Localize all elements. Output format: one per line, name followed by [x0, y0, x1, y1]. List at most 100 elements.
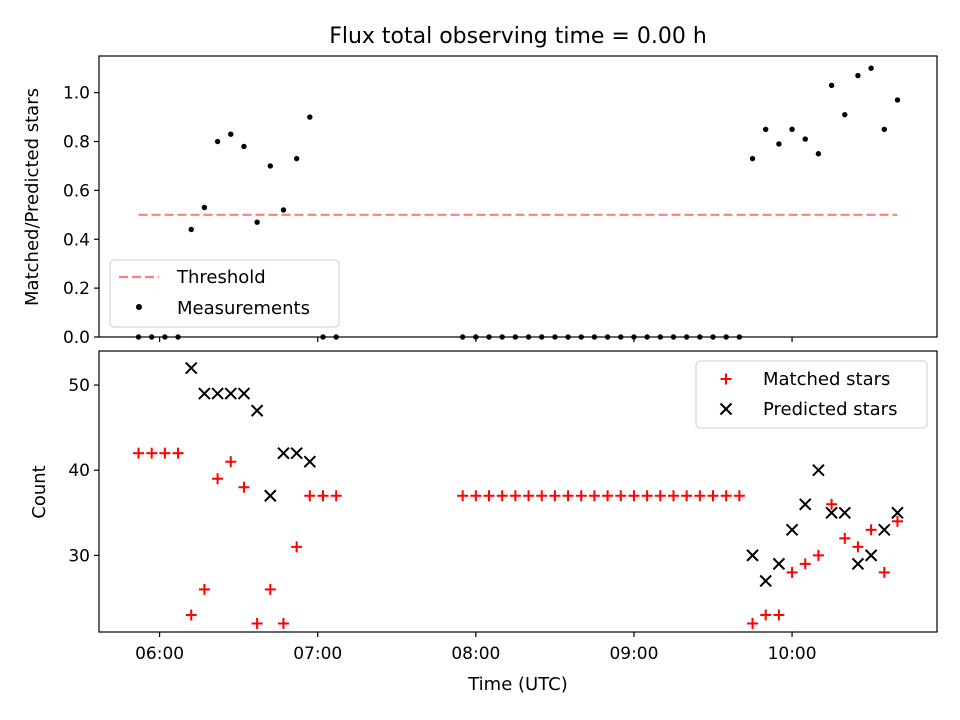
predicted-star-point-b	[198, 387, 211, 400]
predicted-star-point-b	[785, 523, 799, 537]
legend-measurements-swatch	[136, 304, 142, 310]
predicted-star-point	[185, 361, 198, 375]
matched-star-point	[172, 447, 184, 459]
predicted-star-point	[211, 387, 224, 400]
matched-star-point	[602, 490, 614, 502]
matched-star-point	[549, 490, 561, 502]
predicted-star-point-b	[759, 574, 772, 588]
matched-star-point	[523, 490, 535, 502]
matched-star-point	[185, 609, 197, 621]
measurement-point	[828, 82, 835, 89]
predicted-star-point	[864, 549, 878, 562]
predicted-star-point-b	[851, 557, 865, 571]
measurement-point	[815, 151, 822, 157]
count-x-tick-label: 08:00	[451, 644, 500, 664]
matched-star-point	[720, 490, 732, 502]
predicted-star-point	[825, 506, 838, 519]
matched-star-point	[146, 447, 158, 459]
predicted-star-point	[891, 506, 904, 519]
matched-star-point	[483, 490, 495, 502]
predicted-star-point-b	[211, 387, 224, 400]
matched-star-point	[212, 473, 224, 485]
count-x-tick-label: 09:00	[609, 644, 658, 664]
matched-star-point	[667, 490, 679, 502]
measurement-point	[228, 131, 234, 137]
predicted-star-point	[198, 387, 211, 400]
matched-star-point	[457, 490, 469, 502]
matched-star-point	[536, 490, 548, 502]
ratio-legend: Threshold Measurements	[109, 259, 340, 328]
matched-star-point	[562, 490, 574, 502]
predicted-star-point	[785, 523, 799, 537]
measurement-point	[776, 141, 782, 147]
ratio-panel: Flux total observing time = 0.00 h Match…	[22, 24, 938, 348]
matched-star-point	[470, 490, 482, 502]
count-axes-frame	[98, 350, 938, 633]
ratio-y-tick-label: 0.8	[63, 133, 90, 153]
matched-star-point	[133, 447, 145, 459]
matched-star-point	[225, 456, 237, 468]
measurement-points	[135, 65, 901, 340]
legend-predicted-swatch	[719, 402, 733, 416]
matched-star-point	[251, 617, 263, 629]
measurement-point	[881, 126, 887, 133]
matched-star-point	[786, 566, 798, 578]
matched-star-point	[238, 481, 250, 493]
ratio-legend-box	[109, 259, 340, 328]
predicted-star-point-b	[838, 506, 851, 519]
count-points	[133, 361, 904, 629]
matched-star-point	[826, 498, 838, 510]
measurement-point	[267, 163, 273, 169]
predicted-star-point-b	[224, 387, 237, 400]
matched-star-point	[575, 490, 587, 502]
predicted-star-point	[224, 387, 237, 400]
predicted-star-point	[277, 446, 290, 460]
predicted-star-point	[812, 464, 825, 477]
matched-star-point	[628, 490, 640, 502]
matched-star-point	[707, 490, 719, 502]
count-x-tick-label: 06:00	[135, 644, 184, 664]
matched-star-point	[330, 490, 342, 502]
ratio-y-tick-label: 0.2	[63, 279, 90, 299]
predicted-star-point	[772, 557, 786, 571]
x-axis-label: Time (UTC)	[467, 674, 568, 695]
legend-predicted-marker-b	[719, 402, 733, 416]
matched-star-point	[812, 549, 824, 561]
measurement-point	[254, 219, 260, 225]
matched-star-point	[264, 583, 276, 595]
predicted-star-point-b	[864, 549, 878, 562]
measurement-point	[214, 138, 221, 145]
legend-matched-label: Matched stars	[763, 369, 890, 390]
chart-title: Flux total observing time = 0.00 h	[329, 24, 707, 49]
predicted-star-point	[799, 498, 812, 511]
matched-star-point	[760, 609, 772, 621]
measurement-point	[307, 114, 313, 120]
count-x-ticks: 06:00 07:00 08:00 09:00 10:00	[135, 632, 817, 664]
count-y-tick-label: 40	[68, 461, 90, 481]
measurement-point	[763, 126, 769, 133]
legend-predicted-marker	[719, 402, 733, 416]
measurement-point	[855, 72, 861, 79]
matched-star-point	[317, 490, 329, 502]
matched-star-point	[839, 532, 851, 544]
predicted-star-point-b	[250, 404, 264, 417]
legend-predicted-label: Predicted stars	[763, 399, 897, 420]
matched-star-point	[773, 609, 785, 621]
matched-star-point	[159, 447, 171, 459]
count-legend: Matched stars Predicted stars	[695, 360, 928, 429]
predicted-star-point	[838, 506, 851, 519]
predicted-star-point	[264, 489, 277, 502]
predicted-star-point-b	[237, 387, 251, 400]
measurement-point	[280, 207, 287, 213]
measurement-point	[868, 65, 874, 71]
predicted-star-point-b	[185, 361, 198, 375]
predicted-star-point-b	[303, 455, 317, 468]
predicted-star-point	[303, 455, 317, 468]
legend-measurements-label: Measurements	[177, 298, 310, 319]
y-axis-label-ratio: Matched/Predicted stars	[22, 88, 43, 306]
ratio-y-tick-label: 0.0	[63, 328, 90, 348]
predicted-star-point-b	[290, 446, 303, 460]
measurement-point	[188, 226, 194, 233]
